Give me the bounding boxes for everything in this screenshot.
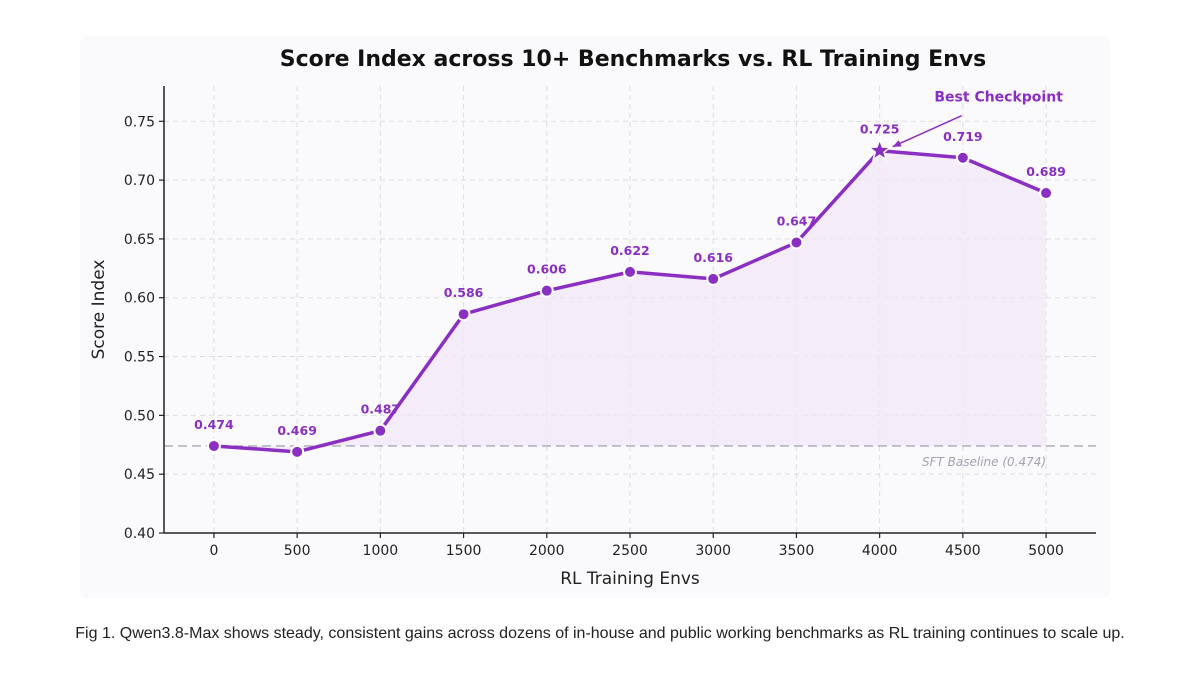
data-point-marker: [706, 271, 721, 286]
data-point-marker: [539, 283, 554, 298]
y-tick-label: 0.50: [124, 408, 155, 424]
data-label: 0.487: [361, 402, 401, 417]
score-index-chart: SFT Baseline (0.474) 0.40 0.45 0.50 0.55 0.60…: [89, 47, 1096, 589]
x-tick-label: 1500: [446, 543, 482, 559]
best-checkpoint-annotation: Best Checkpoint: [934, 90, 1063, 106]
x-tick-label: 3000: [695, 543, 731, 559]
data-label: 0.725: [860, 122, 900, 137]
data-point-marker: [456, 307, 471, 322]
data-point-marker: [373, 423, 388, 438]
data-point-marker: [623, 264, 637, 279]
annotation-arrowhead: [892, 140, 902, 147]
figure-caption: Fig 1. Qwen3.8-Max shows steady, consist…: [75, 625, 1125, 642]
data-label: 0.719: [943, 129, 983, 144]
x-tick-label: 0: [209, 543, 218, 559]
x-tick-label: 4500: [945, 543, 981, 559]
y-tick-label: 0.40: [124, 526, 155, 542]
x-tick-label: 2000: [529, 543, 565, 559]
x-tick-label: 5000: [1028, 543, 1064, 559]
figure-panel: SFT Baseline (0.474) 0.40 0.45 0.50 0.55 0.60…: [80, 36, 1110, 598]
data-label: 0.647: [777, 213, 817, 228]
best-checkpoint-star-marker: [867, 137, 893, 162]
data-point-marker: [789, 235, 804, 250]
y-tick-label: 0.75: [124, 114, 155, 130]
x-tick-label: 1000: [363, 543, 399, 559]
data-point-marker: [1039, 186, 1054, 201]
data-label: 0.606: [527, 262, 567, 277]
data-point-marker: [290, 444, 305, 459]
annotation-arrow-line: [892, 115, 962, 148]
data-label: 0.689: [1026, 164, 1066, 179]
data-label: 0.622: [610, 243, 650, 258]
data-point-marker: [206, 438, 221, 453]
data-label: 0.469: [277, 423, 317, 438]
data-label: 0.586: [444, 285, 484, 300]
y-tick-label: 0.65: [124, 232, 155, 248]
data-point-marker: [955, 150, 970, 165]
y-axis-title: Score Index: [89, 260, 109, 360]
chart-title: Score Index across 10+ Benchmarks vs. RL…: [280, 47, 987, 72]
x-tick-label: 4000: [862, 543, 898, 559]
sft-baseline-label: SFT Baseline (0.474): [922, 455, 1046, 469]
data-label: 0.616: [693, 250, 733, 265]
x-tick-label: 500: [284, 543, 311, 559]
y-tick-label: 0.45: [124, 467, 155, 483]
data-label: 0.474: [194, 417, 234, 432]
x-axis-title: RL Training Envs: [560, 569, 700, 589]
y-tick-label: 0.60: [124, 291, 155, 307]
y-tick-label: 0.55: [124, 350, 155, 366]
x-tick-label: 2500: [612, 543, 648, 559]
x-tick-label: 3500: [779, 543, 815, 559]
area-fill: [213, 150, 1047, 452]
y-tick-label: 0.70: [124, 173, 155, 189]
